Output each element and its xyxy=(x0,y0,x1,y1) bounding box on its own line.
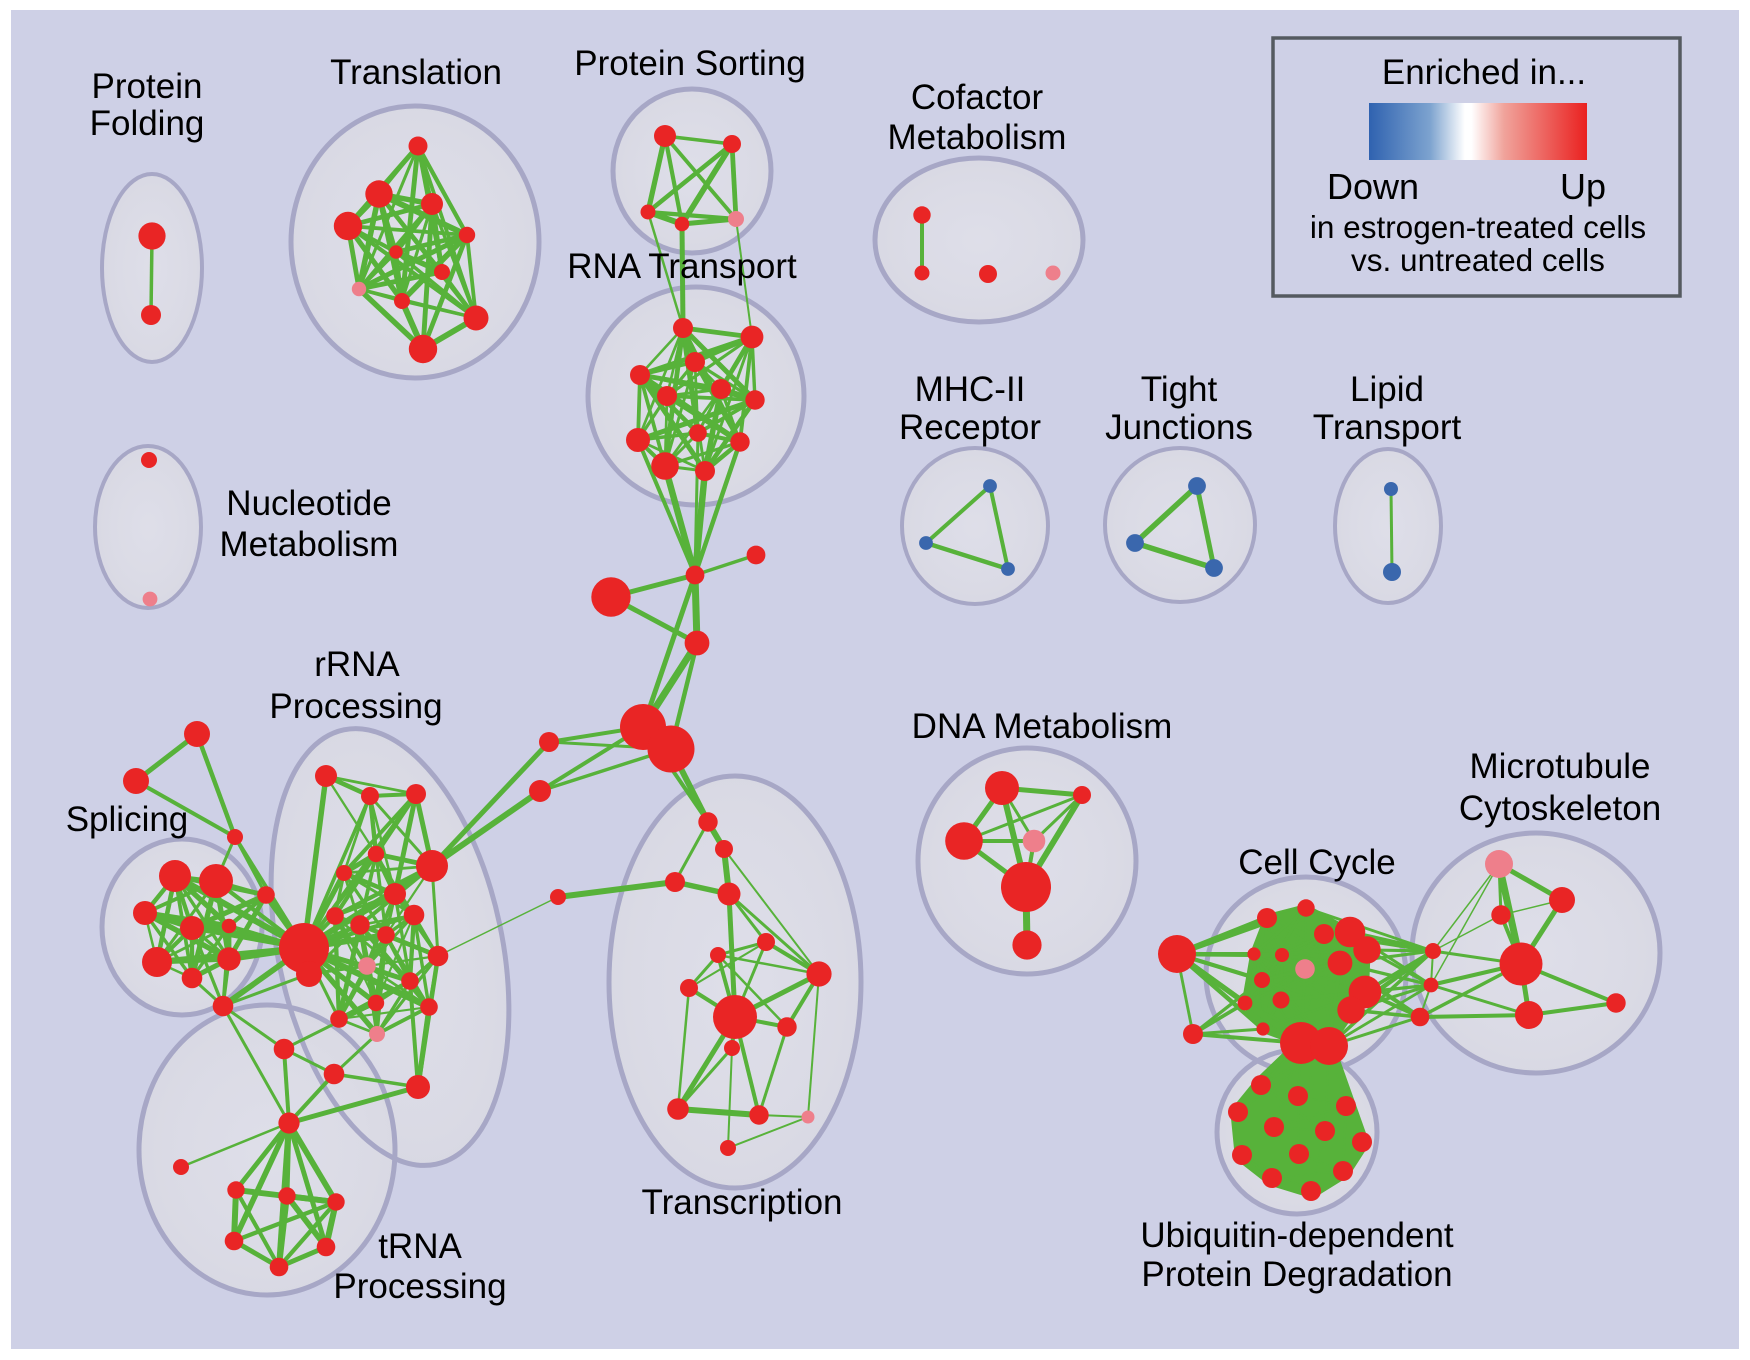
svg-text:Cell Cycle: Cell Cycle xyxy=(1238,843,1396,882)
svg-text:MHC-II: MHC-II xyxy=(915,370,1026,409)
svg-text:DNA Metabolism: DNA Metabolism xyxy=(912,707,1173,746)
svg-text:RNA Transport: RNA Transport xyxy=(567,247,797,286)
svg-text:vs. untreated cells: vs. untreated cells xyxy=(1351,242,1605,278)
svg-text:Receptor: Receptor xyxy=(899,408,1041,447)
svg-text:Nucleotide: Nucleotide xyxy=(226,484,391,523)
svg-text:Splicing: Splicing xyxy=(66,800,189,839)
svg-text:Processing: Processing xyxy=(333,1267,506,1306)
svg-text:Transport: Transport xyxy=(1313,408,1462,447)
svg-text:Up: Up xyxy=(1560,166,1606,207)
svg-text:Down: Down xyxy=(1327,166,1419,207)
svg-text:Microtubule: Microtubule xyxy=(1470,747,1651,786)
svg-text:in estrogen-treated cells: in estrogen-treated cells xyxy=(1310,209,1646,245)
svg-text:rRNA: rRNA xyxy=(314,645,400,684)
svg-text:Protein Sorting: Protein Sorting xyxy=(574,44,806,83)
svg-text:Protein: Protein xyxy=(92,67,203,106)
svg-text:Protein Degradation: Protein Degradation xyxy=(1141,1255,1452,1294)
svg-text:Metabolism: Metabolism xyxy=(220,525,399,564)
svg-text:Processing: Processing xyxy=(269,687,442,726)
svg-text:Enriched in...: Enriched in... xyxy=(1382,53,1586,92)
svg-text:Metabolism: Metabolism xyxy=(888,118,1067,157)
svg-text:Lipid: Lipid xyxy=(1350,370,1424,409)
svg-text:Translation: Translation xyxy=(330,53,502,92)
svg-text:Cofactor: Cofactor xyxy=(911,78,1044,117)
svg-text:Folding: Folding xyxy=(90,104,205,143)
svg-text:tRNA: tRNA xyxy=(378,1227,462,1266)
svg-text:Junctions: Junctions xyxy=(1105,408,1253,447)
svg-text:Ubiquitin-dependent: Ubiquitin-dependent xyxy=(1140,1216,1454,1255)
svg-text:Transcription: Transcription xyxy=(642,1183,843,1222)
svg-text:Tight: Tight xyxy=(1141,370,1218,409)
svg-text:Cytoskeleton: Cytoskeleton xyxy=(1459,789,1661,828)
